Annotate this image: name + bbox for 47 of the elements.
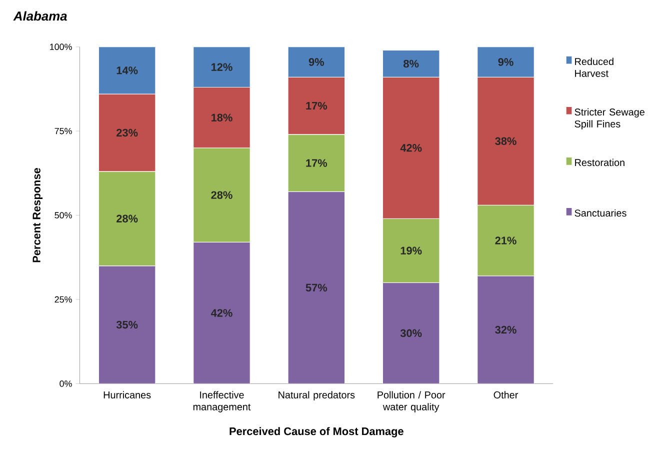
legend-label: Stricter Sewage Spill Fines <box>574 108 644 130</box>
data-label: 28% <box>211 190 232 199</box>
data-label: 14% <box>116 66 138 74</box>
data-label: 17% <box>306 102 328 110</box>
bar <box>193 242 250 384</box>
data-label: 9% <box>308 58 324 66</box>
legend-label: Sanctuaries <box>574 209 626 216</box>
x-tick-label: Natural predators <box>278 390 355 400</box>
data-label: 12% <box>212 63 232 71</box>
data-label: 42% <box>400 144 422 152</box>
bar <box>98 46 156 94</box>
data-label: 57% <box>306 284 328 292</box>
bar <box>477 46 534 78</box>
data-label: 30% <box>400 329 422 337</box>
x-tick-label: Hurricanes <box>104 390 151 398</box>
data-label: 17% <box>306 159 328 167</box>
data-label: 35% <box>116 320 138 328</box>
y-tick-label: 0% <box>60 380 72 387</box>
x-tick-label: Ineffective management <box>193 390 251 412</box>
y-tick-label: 75% <box>54 128 72 134</box>
legend-label: Restoration <box>575 158 624 166</box>
data-label: 8% <box>404 60 419 68</box>
data-label: 19% <box>400 246 422 254</box>
data-label: 18% <box>212 114 232 122</box>
data-label: 42% <box>210 308 232 317</box>
data-label: 38% <box>495 137 516 145</box>
data-label: 23% <box>116 128 138 136</box>
bar <box>288 191 346 384</box>
bar <box>98 265 156 384</box>
data-label: 32% <box>495 326 516 334</box>
data-label: 28% <box>116 214 138 222</box>
chart-title: Alabama <box>13 10 67 20</box>
x-tick-label: Pollution / Poor water quality <box>378 390 446 412</box>
bar <box>382 282 440 384</box>
y-tick-label: 50% <box>54 212 72 218</box>
y-tick-label: 100% <box>50 43 72 50</box>
y-tick-label: 25% <box>54 296 72 302</box>
data-label: 9% <box>498 58 514 66</box>
bar <box>288 46 346 78</box>
bar <box>193 46 250 88</box>
bar <box>477 275 534 384</box>
data-label: 21% <box>495 236 516 244</box>
legend-label: Reduced Harvest <box>575 58 614 77</box>
x-tick-label: Other <box>494 390 518 398</box>
y-axis-title: Percent Response <box>32 168 43 262</box>
x-axis-title: Perceived Cause of Most Damage <box>230 426 404 438</box>
bar <box>382 50 440 78</box>
